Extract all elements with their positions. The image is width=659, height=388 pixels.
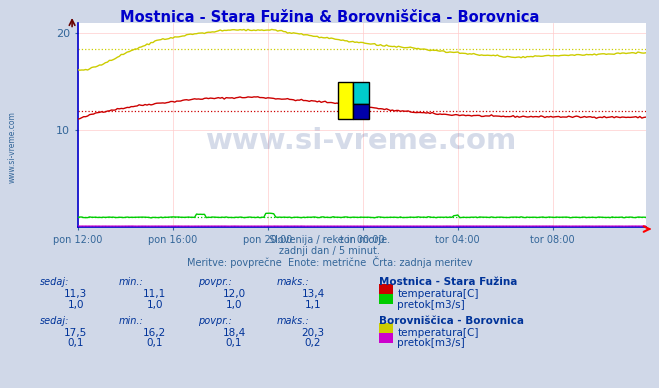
- Text: 0,2: 0,2: [304, 338, 322, 348]
- Text: pretok[m3/s]: pretok[m3/s]: [397, 300, 465, 310]
- FancyBboxPatch shape: [353, 104, 369, 119]
- Text: 0,1: 0,1: [146, 338, 163, 348]
- Text: min.:: min.:: [119, 277, 144, 288]
- Text: sedaj:: sedaj:: [40, 277, 69, 288]
- Text: 0,1: 0,1: [67, 338, 84, 348]
- Text: zadnji dan / 5 minut.: zadnji dan / 5 minut.: [279, 246, 380, 256]
- Text: 12,0: 12,0: [222, 289, 246, 299]
- Text: 1,0: 1,0: [146, 300, 163, 310]
- Text: Meritve: povprečne  Enote: metrične  Črta: zadnja meritev: Meritve: povprečne Enote: metrične Črta:…: [186, 256, 473, 268]
- Text: Borovniščica - Borovnica: Borovniščica - Borovnica: [379, 316, 524, 326]
- Text: 1,0: 1,0: [67, 300, 84, 310]
- Text: 20,3: 20,3: [301, 328, 325, 338]
- Text: temperatura[C]: temperatura[C]: [397, 289, 479, 299]
- Text: 16,2: 16,2: [143, 328, 167, 338]
- Text: pretok[m3/s]: pretok[m3/s]: [397, 338, 465, 348]
- Text: min.:: min.:: [119, 316, 144, 326]
- Text: 1,0: 1,0: [225, 300, 243, 310]
- Text: povpr.:: povpr.:: [198, 277, 231, 288]
- Text: Mostnica - Stara Fužina: Mostnica - Stara Fužina: [379, 277, 517, 288]
- Text: 18,4: 18,4: [222, 328, 246, 338]
- Text: maks.:: maks.:: [277, 277, 310, 288]
- Text: www.si-vreme.com: www.si-vreme.com: [206, 127, 517, 156]
- Text: 1,1: 1,1: [304, 300, 322, 310]
- Text: 17,5: 17,5: [64, 328, 88, 338]
- Text: 0,1: 0,1: [225, 338, 243, 348]
- Text: www.si-vreme.com: www.si-vreme.com: [8, 111, 17, 184]
- Text: 11,1: 11,1: [143, 289, 167, 299]
- Text: povpr.:: povpr.:: [198, 316, 231, 326]
- Text: 11,3: 11,3: [64, 289, 88, 299]
- Text: maks.:: maks.:: [277, 316, 310, 326]
- Text: temperatura[C]: temperatura[C]: [397, 328, 479, 338]
- FancyBboxPatch shape: [353, 82, 369, 104]
- FancyBboxPatch shape: [337, 82, 353, 119]
- Text: 13,4: 13,4: [301, 289, 325, 299]
- Text: Mostnica - Stara Fužina & Borovniščica - Borovnica: Mostnica - Stara Fužina & Borovniščica -…: [120, 10, 539, 25]
- Text: sedaj:: sedaj:: [40, 316, 69, 326]
- Text: Slovenija / reke in morje.: Slovenija / reke in morje.: [269, 235, 390, 245]
